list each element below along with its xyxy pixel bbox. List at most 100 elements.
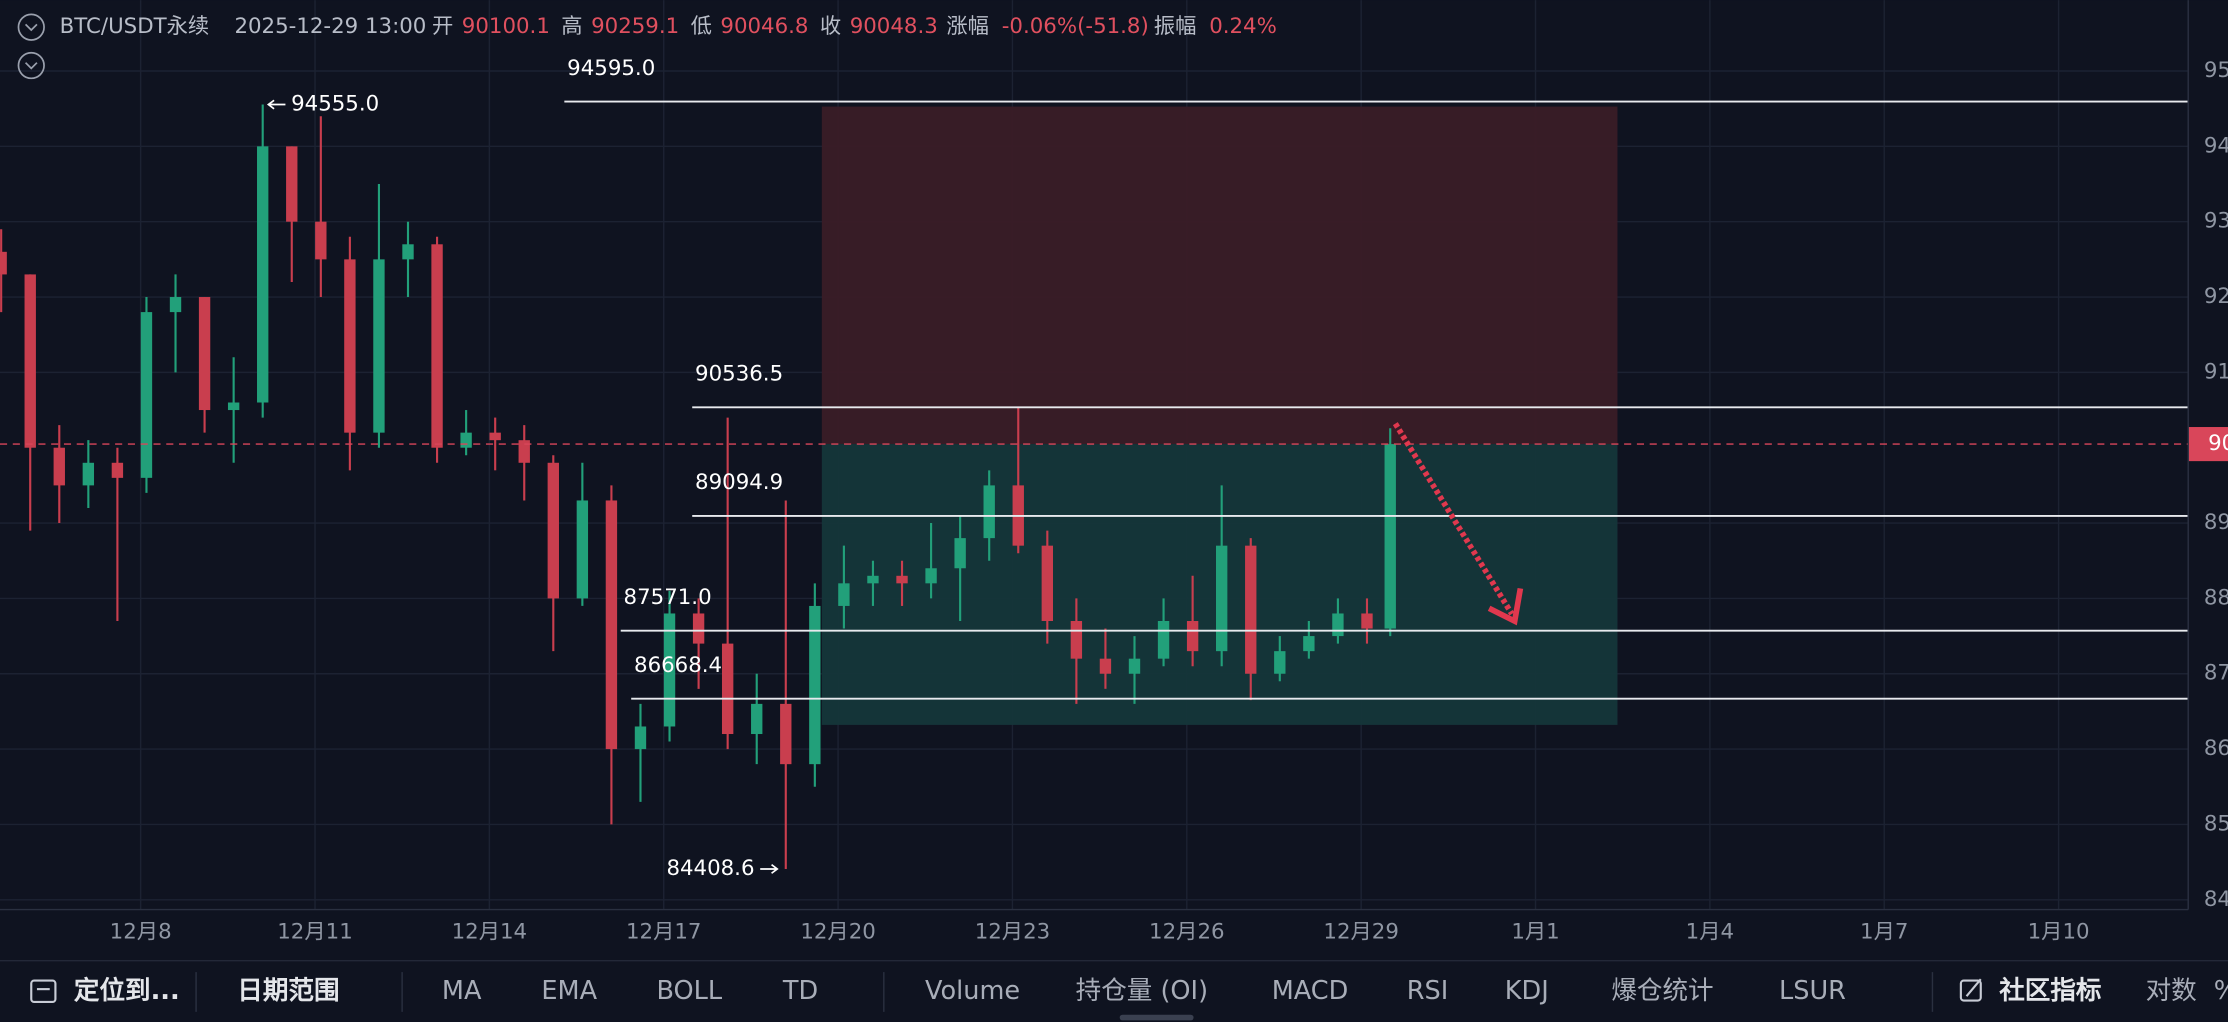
ohlc-label: 低: [691, 14, 712, 39]
candle-body: [1332, 613, 1344, 637]
y-tick-label: 91: [2204, 359, 2228, 384]
low-arrow: [760, 864, 779, 874]
time: 2025-12-29 13:00: [234, 14, 426, 39]
toolbar: [0, 960, 2228, 1022]
candle-body: [1384, 444, 1396, 629]
ohlc-value: 90100.1: [462, 14, 550, 39]
candle-body: [53, 447, 65, 486]
candle-body: [925, 568, 937, 584]
level-label: 87571.0: [624, 585, 712, 610]
y-tick-label: 87: [2204, 661, 2228, 686]
toolbar-button[interactable]: RSI: [1407, 976, 1449, 1006]
low-label: 84408.6: [666, 856, 754, 881]
toolbar-button[interactable]: 定位到...: [74, 976, 180, 1006]
y-tick-label: 84: [2204, 887, 2228, 912]
toolbar-icons[interactable]: [30, 978, 1982, 1021]
candle-body: [547, 462, 559, 599]
high-label: 94555.0: [291, 92, 379, 117]
ohlc-label: 收: [820, 14, 841, 39]
toolbar-button[interactable]: 对数: [2146, 976, 2197, 1006]
x-tick-label: 1月1: [1511, 919, 1559, 944]
toolbar-button[interactable]: 持仓量 (OI): [1076, 976, 1208, 1006]
x-tick-label: 12月11: [277, 919, 353, 944]
candle-body: [954, 538, 966, 569]
y-tick-label: 88: [2204, 585, 2228, 610]
candle-body: [315, 221, 327, 260]
y-tick-label: 93: [2204, 209, 2228, 234]
toolbar-button[interactable]: %: [2214, 976, 2228, 1006]
candle-body: [518, 440, 530, 463]
toolbar-button[interactable]: EMA: [541, 976, 597, 1006]
ohlc-value: -0.06%(-51.8): [1002, 14, 1149, 39]
candle-body: [0, 251, 7, 275]
candle-body: [1215, 545, 1228, 652]
candle-body: [227, 402, 240, 411]
ohlc-value: 90046.8: [720, 14, 808, 39]
x-tick-label: 12月23: [975, 919, 1050, 944]
x-tick-label: 1月4: [1686, 919, 1734, 944]
candle-body: [838, 583, 850, 606]
x-tick-label: 1月7: [1860, 919, 1908, 944]
symbol[interactable]: BTC/USDT永续: [60, 14, 210, 39]
toolbar-button[interactable]: MA: [442, 976, 482, 1006]
candle-body: [257, 146, 269, 403]
candle-body: [663, 613, 676, 727]
header-icons[interactable]: [17, 13, 45, 80]
candle-body: [983, 485, 995, 539]
candle-body: [373, 259, 385, 433]
candle-body: [809, 605, 821, 765]
annotations: 90 94595.0 90536.5 89094.9 87571.0 86668.4 945…: [0, 56, 2228, 881]
ohlc-label: 开: [432, 14, 453, 39]
toolbar-button[interactable]: TD: [782, 976, 818, 1006]
toolbar-button[interactable]: LSUR: [1779, 976, 1846, 1006]
candle-body: [489, 432, 501, 441]
toolbar-button[interactable]: Volume: [925, 976, 1020, 1006]
candle-body: [605, 500, 618, 750]
toolbar-dividers: [195, 972, 1934, 1012]
candle-body: [867, 575, 879, 584]
toolbar-button[interactable]: 日期范围: [237, 976, 339, 1006]
candle-body: [1303, 636, 1315, 652]
candles: [0, 104, 1396, 869]
candle-body: [286, 146, 298, 222]
candle-body: [1128, 658, 1141, 674]
ohlc-value: 0.24%: [1209, 14, 1277, 39]
candle-body: [1041, 545, 1054, 622]
candle-body: [751, 703, 763, 735]
y-tick-label: 94: [2204, 133, 2228, 158]
x-tick-label: 12月26: [1149, 919, 1225, 944]
candle-body: [1070, 621, 1083, 659]
candle-body: [721, 643, 734, 735]
candle-body: [460, 432, 472, 448]
toolbar-button[interactable]: 爆仓统计: [1611, 976, 1713, 1006]
ohlc-value: 90259.1: [591, 14, 679, 39]
stop-loss-zone[interactable]: [821, 106, 1618, 445]
level-label: 89094.9: [695, 470, 783, 495]
candle-body: [198, 297, 211, 411]
ohlc-value: 90048.3: [850, 14, 938, 39]
candle-body: [692, 613, 705, 644]
candle-body: [576, 500, 589, 599]
toolbar-items[interactable]: 定位到... 日期范围 MA EMA BOLL TD Volume 持仓量 (OI) MACD R…: [74, 976, 2228, 1006]
header: BTC/USDT永续 2025-12-29 13:00 开 90100.1 高 90259…: [60, 14, 1277, 39]
level-label: 86668.4: [634, 653, 722, 678]
toolbar-button[interactable]: BOLL: [656, 976, 722, 1006]
x-tick-label: 12月20: [800, 919, 876, 944]
candle-body: [1361, 613, 1373, 629]
candle-body: [896, 575, 908, 584]
toolbar-button[interactable]: 社区指标: [1998, 976, 2101, 1006]
toolbar-button[interactable]: MACD: [1272, 976, 1349, 1006]
y-tick-label: 86: [2204, 736, 2228, 761]
candle-body: [1157, 621, 1170, 659]
ohlc-label: 涨幅: [946, 14, 989, 39]
high-arrow: [266, 99, 286, 110]
x-tick-label: 12月29: [1323, 919, 1399, 944]
candle-body: [344, 259, 356, 433]
y-tick-label: 85: [2204, 811, 2228, 836]
y-tick-label: 89: [2204, 510, 2228, 535]
ohlc-label: 振幅: [1154, 14, 1197, 39]
forecast-arrow[interactable]: [1392, 422, 1524, 626]
toolbar-button[interactable]: KDJ: [1505, 976, 1549, 1006]
